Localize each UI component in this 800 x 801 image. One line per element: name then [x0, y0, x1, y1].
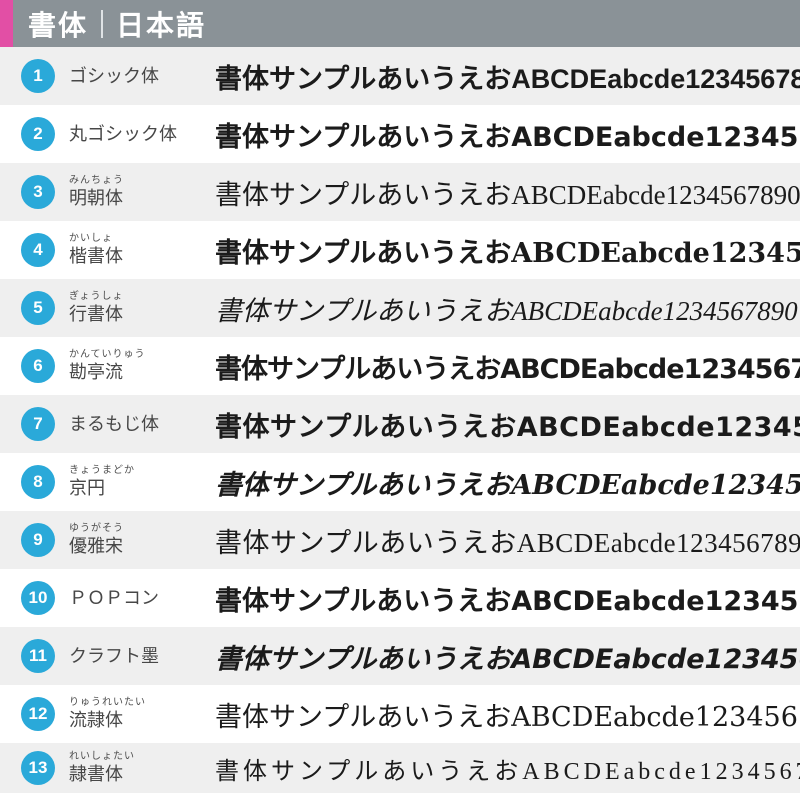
- font-sample-text: 書体サンプルあいうえおABCDEabcde1234567890: [215, 237, 800, 269]
- font-row-6: 6 かんていりゅう 勘亭流 書体サンプルあいうえおABCDEabcde12345…: [0, 337, 800, 395]
- font-name-block: れいしょたい 隷書体: [69, 751, 215, 786]
- font-name: 楷書体: [69, 245, 123, 266]
- font-name: クラフト墨: [69, 645, 159, 666]
- font-name-furigana: ぎょうしょ: [69, 290, 124, 302]
- font-row-list: 1 ゴシック体 書体サンプルあいうえおABCDEabcde1234567890 …: [0, 47, 800, 793]
- font-name-block: みんちょう 明朝体: [69, 175, 215, 210]
- font-name-furigana: れいしょたい: [69, 750, 135, 762]
- font-sample-text: 書体サンプルあいうえおABCDEabcde1234567890: [215, 295, 798, 326]
- row-number-badge: 12: [21, 697, 55, 731]
- font-name-furigana: みんちょう: [69, 174, 124, 186]
- font-name: 流隷体: [69, 709, 123, 730]
- row-number-badge: 2: [21, 117, 55, 151]
- font-sample-text: 書体サンプルあいうえおABCDEabcde1234567890: [215, 411, 800, 443]
- font-row-11: 11 クラフト墨 書体サンプルあいうえおABCDEabcde1234567890: [0, 627, 800, 685]
- font-name-block: ぎょうしょ 行書体: [69, 291, 215, 326]
- font-name-block: ゴシック体: [69, 65, 215, 88]
- font-row-4: 4 かいしょ 楷書体 書体サンプルあいうえおABCDEabcde12345678…: [0, 221, 800, 279]
- font-row-13: 13 れいしょたい 隷書体 書体サンプルあいうえおABCDEabcde12345…: [0, 743, 800, 793]
- font-name-block: かいしょ 楷書体: [69, 233, 215, 268]
- font-name: 隷書体: [69, 763, 123, 784]
- font-row-5: 5 ぎょうしょ 行書体 書体サンプルあいうえおABCDEabcde1234567…: [0, 279, 800, 337]
- font-sample-text: 書体サンプルあいうえおABCDEabcde1234567890: [215, 527, 800, 558]
- font-row-7: 7 まるもじ体 書体サンプルあいうえおABCDEabcde1234567890: [0, 395, 800, 453]
- row-number-badge: 3: [21, 175, 55, 209]
- row-number-badge: 8: [21, 465, 55, 499]
- title-divider-line: [101, 9, 104, 38]
- row-number-badge: 7: [21, 407, 55, 441]
- font-row-10: 10 ＰＯＰコン 書体サンプルあいうえおABCDEabcde1234567890: [0, 569, 800, 627]
- font-name: まるもじ体: [69, 413, 159, 434]
- page-title-right: 日本語: [116, 9, 207, 41]
- font-row-1: 1 ゴシック体 書体サンプルあいうえおABCDEabcde1234567890: [0, 47, 800, 105]
- bottom-spacer: [0, 793, 800, 801]
- font-sample-text: 書体サンプルあいうえおABCDEabcde1234567890: [215, 469, 800, 501]
- font-row-3: 3 みんちょう 明朝体 書体サンプルあいうえおABCDEabcde1234567…: [0, 163, 800, 221]
- font-sample-text: 書体サンプルあいうえおABCDEabcde1234567890: [215, 121, 800, 153]
- font-name: 行書体: [69, 303, 123, 324]
- page-title-left: 書体: [28, 9, 89, 41]
- font-name: 丸ゴシック体: [69, 123, 177, 144]
- row-number-badge: 9: [21, 523, 55, 557]
- font-name-block: りゅうれいたい 流隷体: [69, 697, 215, 732]
- font-sample-text: 書体サンプルあいうえおABCDEabcde1234567890: [215, 585, 800, 617]
- font-sample-text: 書体サンプルあいうえおABCDEabcde1234567890: [215, 63, 800, 94]
- font-name-block: 丸ゴシック体: [69, 123, 215, 146]
- row-number-badge: 11: [21, 639, 55, 673]
- font-name-furigana: かんていりゅう: [69, 348, 146, 360]
- page-header: 書体 日本語: [0, 0, 800, 47]
- row-number-badge: 10: [21, 581, 55, 615]
- font-name-block: ゆうがそう 優雅宋: [69, 523, 215, 558]
- row-number-badge: 5: [21, 291, 55, 325]
- font-name-block: まるもじ体: [69, 413, 215, 436]
- font-row-8: 8 きょうまどか 京円 書体サンプルあいうえおABCDEabcde1234567…: [0, 453, 800, 511]
- font-name: ゴシック体: [69, 65, 159, 86]
- font-name-block: クラフト墨: [69, 645, 215, 668]
- header-accent-bar: [0, 0, 13, 47]
- font-name: 優雅宋: [69, 535, 123, 556]
- font-name-furigana: きょうまどか: [69, 464, 135, 476]
- page-title: 書体 日本語: [28, 4, 206, 44]
- font-name: 明朝体: [69, 187, 123, 208]
- font-sample-text: 書体サンプルあいうえおABCDEabcde1234567890: [215, 701, 800, 733]
- font-sample-text: 書体サンプルあいうえおABCDEabcde1234567890: [215, 643, 800, 675]
- row-number-badge: 4: [21, 233, 55, 267]
- font-name: 京円: [69, 477, 105, 498]
- font-name-block: かんていりゅう 勘亭流: [69, 349, 215, 384]
- font-row-2: 2 丸ゴシック体 書体サンプルあいうえおABCDEabcde1234567890: [0, 105, 800, 163]
- font-row-12: 12 りゅうれいたい 流隷体 書体サンプルあいうえおABCDEabcde1234…: [0, 685, 800, 743]
- font-name-furigana: りゅうれいたい: [69, 696, 146, 708]
- row-number-badge: 1: [21, 59, 55, 93]
- font-name-furigana: ゆうがそう: [69, 522, 124, 534]
- font-sample-text: 書体サンプルあいうえおABCDEabcde1234567890: [215, 179, 800, 210]
- font-name: 勘亭流: [69, 361, 123, 382]
- font-name-furigana: かいしょ: [69, 232, 113, 244]
- font-sample-text: 書体サンプルあいうえおABCDEabcde1234567890: [215, 758, 800, 785]
- row-number-badge: 13: [21, 751, 55, 785]
- row-number-badge: 6: [21, 349, 55, 383]
- font-name-block: ＰＯＰコン: [69, 587, 215, 610]
- font-sample-text: 書体サンプルあいうえおABCDEabcde1234567890: [215, 353, 800, 385]
- font-name: ＰＯＰコン: [69, 587, 159, 608]
- font-name-block: きょうまどか 京円: [69, 465, 215, 500]
- font-row-9: 9 ゆうがそう 優雅宋 書体サンプルあいうえおABCDEabcde1234567…: [0, 511, 800, 569]
